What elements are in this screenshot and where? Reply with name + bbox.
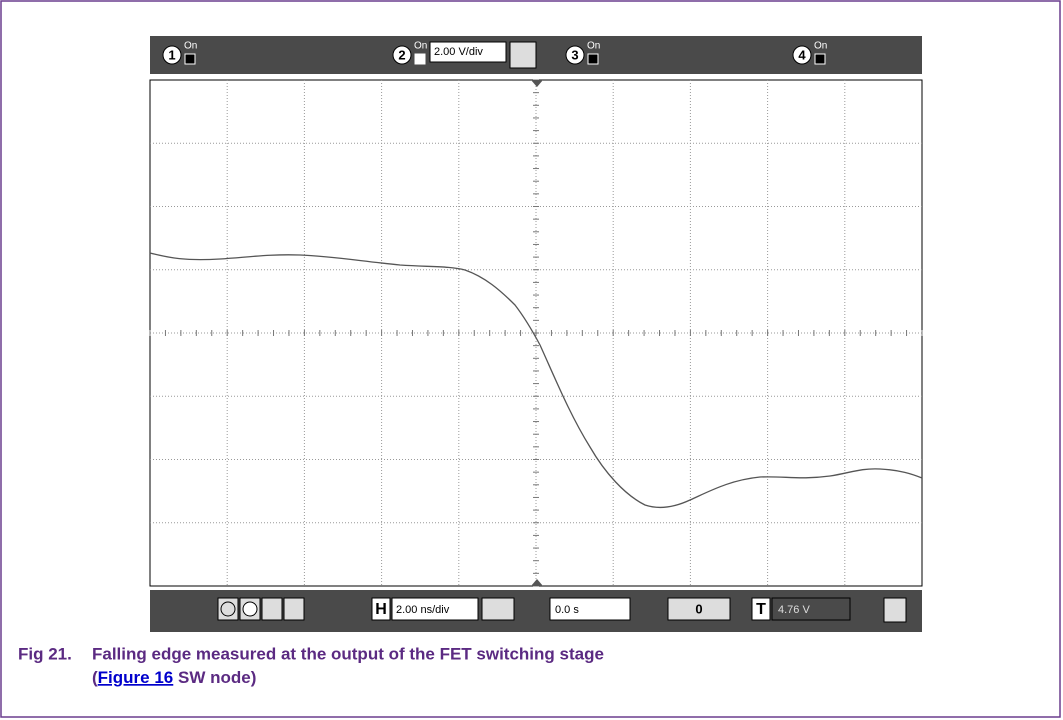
channel-checkbox[interactable] bbox=[414, 53, 426, 65]
channel-state: On bbox=[184, 41, 197, 52]
level-spinner[interactable] bbox=[883, 597, 907, 623]
caption-rest: SW node) bbox=[173, 668, 256, 687]
position: 0.0 s bbox=[555, 604, 579, 616]
waveform-trace bbox=[149, 252, 923, 509]
caption-line2: (Figure 16 SW node) bbox=[92, 668, 256, 687]
timebase: 2.00 ns/div bbox=[396, 604, 450, 616]
caption-number: Fig 21. bbox=[18, 644, 72, 663]
channel-checkbox[interactable] bbox=[184, 53, 196, 65]
channel-badge[interactable] bbox=[565, 45, 585, 65]
channel-controls: 1 On 2 On 3 On 4 On bbox=[162, 41, 827, 65]
nudge-zero: 0 bbox=[695, 601, 702, 616]
coupling-button[interactable] bbox=[509, 41, 537, 69]
ch2-scale: 2.00 V/div bbox=[434, 46, 483, 58]
ch2-scale-box[interactable] bbox=[429, 41, 507, 63]
channel-number: 1 bbox=[168, 47, 175, 62]
h-label: H bbox=[375, 601, 387, 618]
single-icon bbox=[242, 601, 258, 617]
caption-line1: Falling edge measured at the output of t… bbox=[92, 644, 604, 663]
channel-state: On bbox=[814, 41, 827, 52]
channel-checkbox[interactable] bbox=[587, 53, 599, 65]
trigger-marker-bottom bbox=[531, 579, 543, 586]
slope-buttons[interactable] bbox=[481, 597, 515, 621]
channel-checkbox[interactable] bbox=[814, 53, 826, 65]
caption-paren: ( bbox=[92, 668, 98, 687]
channel-state: On bbox=[587, 41, 600, 52]
channel-badge[interactable] bbox=[162, 45, 182, 65]
figure-link[interactable]: Figure 16 bbox=[98, 668, 174, 687]
h-button[interactable] bbox=[371, 597, 391, 621]
trigger-level-box[interactable] bbox=[771, 597, 851, 621]
timebase-box[interactable] bbox=[391, 597, 479, 621]
nudge-buttons[interactable] bbox=[667, 597, 731, 621]
grid bbox=[149, 79, 923, 587]
t-label: T bbox=[756, 601, 766, 618]
t-button[interactable] bbox=[751, 597, 771, 621]
channel-number: 3 bbox=[571, 47, 578, 62]
channel-number: 4 bbox=[798, 47, 806, 62]
channel-number: 2 bbox=[398, 47, 405, 62]
position-box[interactable] bbox=[549, 597, 631, 621]
channel-state: On bbox=[414, 41, 427, 52]
save-button[interactable] bbox=[261, 597, 283, 621]
run-icon bbox=[220, 601, 236, 617]
channel-badge[interactable] bbox=[392, 45, 412, 65]
trigger-level: 4.76 V bbox=[778, 604, 810, 616]
trigger-marker-top bbox=[531, 80, 543, 87]
print-button[interactable] bbox=[283, 597, 305, 621]
channel-badge[interactable] bbox=[792, 45, 812, 65]
